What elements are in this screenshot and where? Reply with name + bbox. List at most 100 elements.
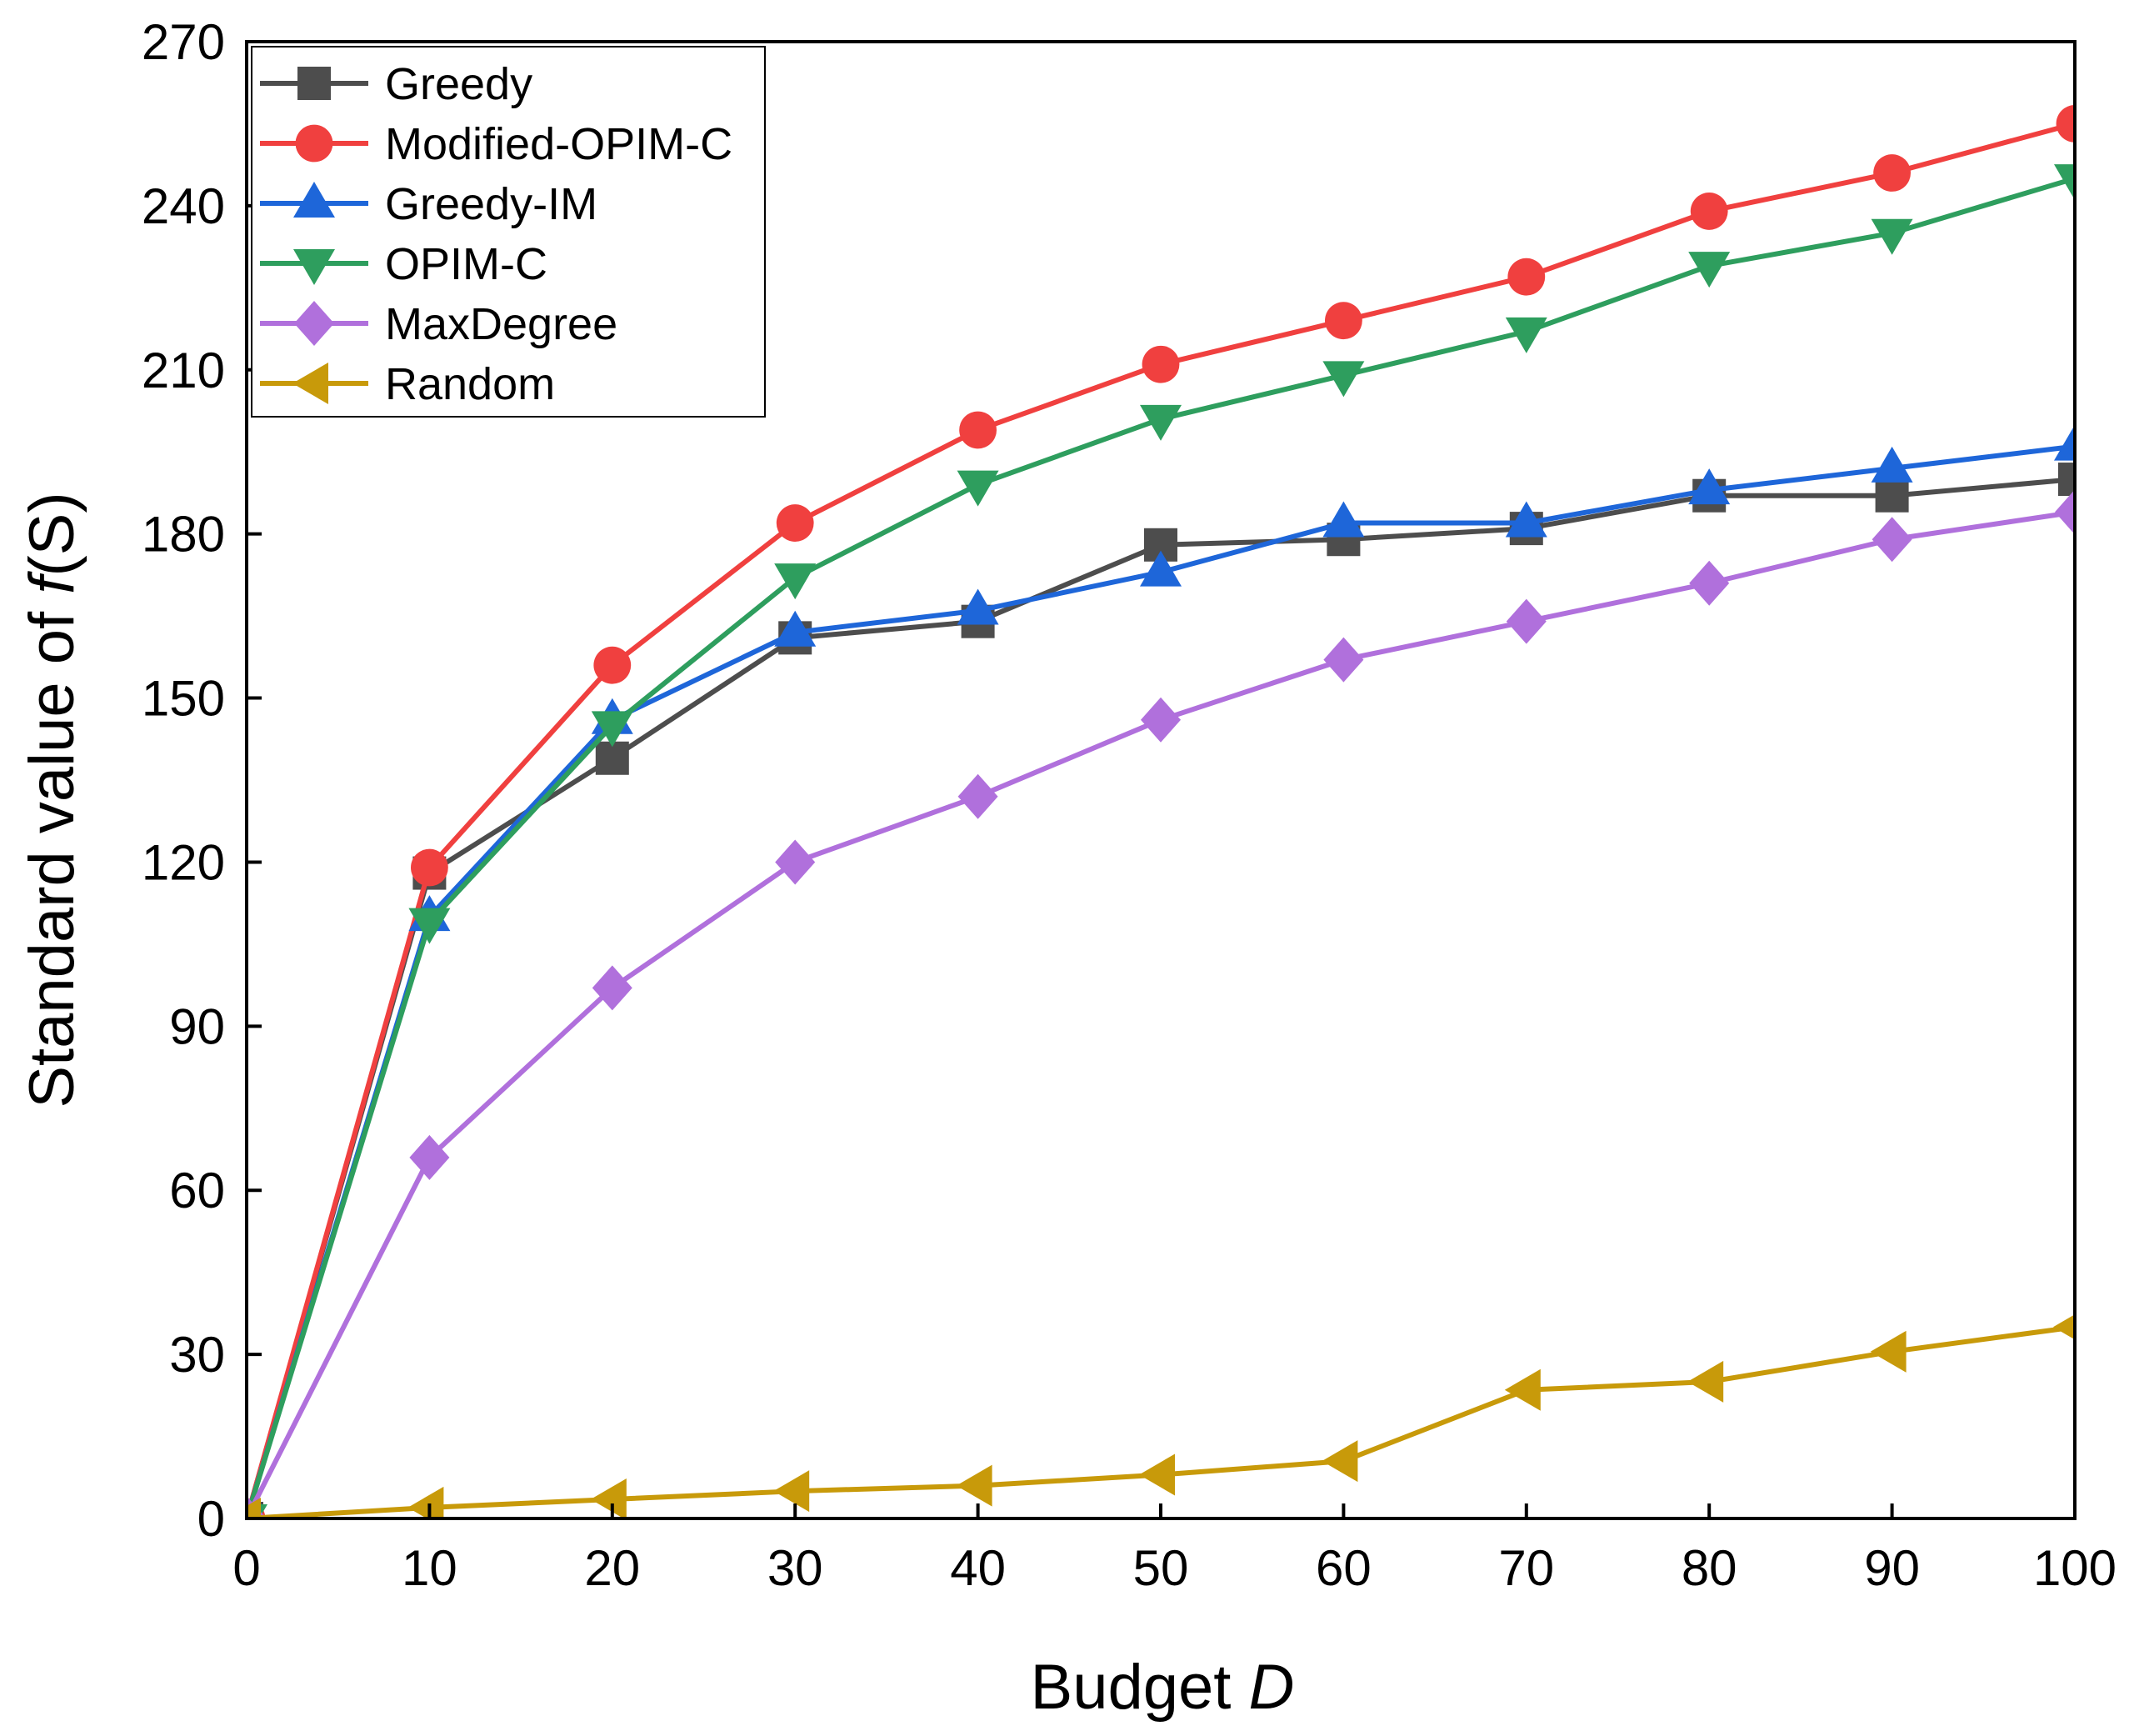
data-point-maxdegree bbox=[2055, 489, 2075, 535]
y-tick-label: 30 bbox=[169, 1327, 225, 1383]
y-tick-label: 150 bbox=[142, 671, 225, 727]
legend-marker bbox=[293, 249, 335, 285]
y-axis-title: Standard value of f(S) bbox=[17, 492, 87, 1108]
data-point-random bbox=[2053, 1314, 2075, 1340]
data-point-greedy-im bbox=[1871, 446, 1913, 483]
data-point-modified-opim-c bbox=[1873, 154, 1912, 192]
series-group bbox=[247, 105, 2075, 1518]
legend-box bbox=[251, 46, 766, 418]
series-line-random bbox=[247, 1324, 2075, 1518]
data-point-opim-c bbox=[2054, 164, 2075, 201]
x-tick-label: 90 bbox=[1864, 1540, 1920, 1596]
data-point-maxdegree bbox=[1689, 560, 1730, 606]
data-point-modified-opim-c bbox=[411, 848, 448, 887]
data-point-maxdegree bbox=[1141, 697, 1181, 743]
series-random bbox=[247, 1314, 2075, 1518]
legend-marker bbox=[295, 124, 333, 163]
data-point-opim-c bbox=[1688, 252, 1731, 288]
x-axis-title: Budget D bbox=[1031, 1652, 1295, 1723]
x-tick-label: 100 bbox=[2033, 1540, 2117, 1596]
legend-label: MaxDegree bbox=[385, 299, 617, 349]
data-point-opim-c bbox=[1322, 361, 1365, 398]
x-tick-label: 60 bbox=[1316, 1540, 1372, 1596]
x-tick-label: 80 bbox=[1682, 1540, 1737, 1596]
data-point-random bbox=[956, 1464, 992, 1507]
y-tick-label: 270 bbox=[142, 14, 225, 70]
series-line-greedy-im bbox=[247, 443, 2075, 1518]
x-axis-title-italic: D bbox=[1249, 1652, 1295, 1723]
data-point-greedy-im bbox=[1322, 501, 1365, 538]
legend-item-modified-opim-c: Modified-OPIM-C bbox=[260, 119, 732, 169]
data-point-maxdegree bbox=[592, 965, 632, 1011]
data-point-modified-opim-c bbox=[776, 504, 814, 542]
y-tick-label: 240 bbox=[142, 178, 225, 234]
data-point-random bbox=[1687, 1360, 1724, 1403]
x-tick-label: 30 bbox=[767, 1540, 823, 1596]
y-tick-label: 180 bbox=[142, 507, 225, 563]
data-point-greedy bbox=[595, 741, 629, 775]
legend-label: OPIM-C bbox=[385, 239, 547, 289]
data-point-modified-opim-c bbox=[1142, 345, 1180, 383]
legend: Greedy Modified-OPIM-C Greedy-IM OPIM-C MaxD… bbox=[251, 46, 766, 418]
series-greedy bbox=[247, 463, 2075, 1518]
data-point-random bbox=[773, 1470, 810, 1513]
legend-item-maxdegree: MaxDegree bbox=[260, 299, 617, 349]
x-tick-label: 0 bbox=[232, 1540, 260, 1596]
legend-item-random: Random bbox=[260, 359, 555, 409]
data-point-greedy bbox=[1875, 478, 1909, 513]
data-point-greedy-im bbox=[1140, 550, 1182, 587]
y-axis: 0 30 60 90 120 150 180 210 240 270 bbox=[142, 14, 262, 1547]
legend-marker bbox=[294, 301, 334, 346]
x-tick-label: 10 bbox=[402, 1540, 457, 1596]
data-point-random bbox=[1322, 1440, 1358, 1483]
legend-item-greedy: Greedy bbox=[260, 59, 532, 109]
data-point-maxdegree bbox=[775, 839, 816, 885]
series-maxdegree bbox=[247, 489, 2075, 1518]
y-tick-label: 60 bbox=[169, 1163, 225, 1218]
y-tick-label: 210 bbox=[142, 343, 225, 398]
data-point-greedy-im bbox=[1688, 468, 1731, 505]
data-point-modified-opim-c bbox=[2056, 105, 2075, 143]
legend-item-greedy-im: Greedy-IM bbox=[260, 179, 597, 229]
data-point-opim-c bbox=[1505, 317, 1547, 353]
legend-marker bbox=[293, 182, 335, 218]
data-point-random bbox=[1139, 1453, 1175, 1496]
y-axis-title-prefix: Standard value of bbox=[17, 594, 87, 1108]
data-point-maxdegree bbox=[409, 1134, 450, 1180]
data-point-opim-c bbox=[591, 711, 633, 748]
data-point-opim-c bbox=[1140, 404, 1182, 441]
legend-label: Modified-OPIM-C bbox=[385, 119, 732, 169]
data-point-random bbox=[1504, 1368, 1541, 1411]
x-tick-label: 50 bbox=[1133, 1540, 1189, 1596]
data-point-modified-opim-c bbox=[1690, 193, 1728, 230]
data-point-modified-opim-c bbox=[593, 646, 632, 684]
data-point-opim-c bbox=[408, 908, 451, 944]
data-point-modified-opim-c bbox=[959, 411, 997, 449]
legend-label: Random bbox=[385, 359, 555, 409]
data-point-random bbox=[1870, 1330, 1907, 1373]
y-tick-label: 0 bbox=[197, 1491, 225, 1547]
series-modified-opim-c bbox=[247, 105, 2075, 1518]
data-point-modified-opim-c bbox=[1325, 302, 1362, 340]
data-point-maxdegree bbox=[1323, 637, 1364, 683]
data-point-maxdegree bbox=[957, 773, 998, 819]
y-tick-label: 120 bbox=[142, 834, 225, 890]
data-point-greedy-im bbox=[774, 610, 817, 647]
legend-label: Greedy bbox=[385, 59, 532, 109]
data-point-maxdegree bbox=[1506, 598, 1547, 644]
data-point-greedy-im bbox=[957, 588, 999, 625]
x-tick-label: 70 bbox=[1498, 1540, 1554, 1596]
data-point-random bbox=[407, 1486, 444, 1518]
data-point-random bbox=[247, 1498, 261, 1518]
data-point-greedy bbox=[2058, 463, 2075, 497]
data-point-opim-c bbox=[774, 563, 817, 600]
x-tick-label: 20 bbox=[584, 1540, 640, 1596]
data-point-modified-opim-c bbox=[1507, 258, 1546, 296]
x-axis: 0 10 20 30 40 50 60 70 80 90 100 bbox=[232, 1503, 2117, 1596]
x-axis-title-prefix: Budget bbox=[1031, 1652, 1249, 1723]
series-line-greedy bbox=[247, 477, 2075, 1518]
data-point-opim-c bbox=[1871, 218, 1913, 255]
x-tick-label: 40 bbox=[950, 1540, 1006, 1596]
legend-label: Greedy-IM bbox=[385, 179, 597, 229]
